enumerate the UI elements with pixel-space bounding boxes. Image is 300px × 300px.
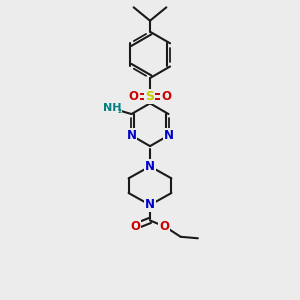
Text: O: O <box>129 90 139 103</box>
Text: S: S <box>146 90 154 103</box>
Text: NH: NH <box>103 103 121 113</box>
Text: ₂: ₂ <box>118 106 122 115</box>
Text: O: O <box>159 220 169 233</box>
Text: N: N <box>145 199 155 212</box>
Text: N: N <box>127 129 136 142</box>
Text: O: O <box>130 220 140 233</box>
Text: O: O <box>161 90 171 103</box>
Text: N: N <box>145 160 155 173</box>
Text: N: N <box>164 129 173 142</box>
